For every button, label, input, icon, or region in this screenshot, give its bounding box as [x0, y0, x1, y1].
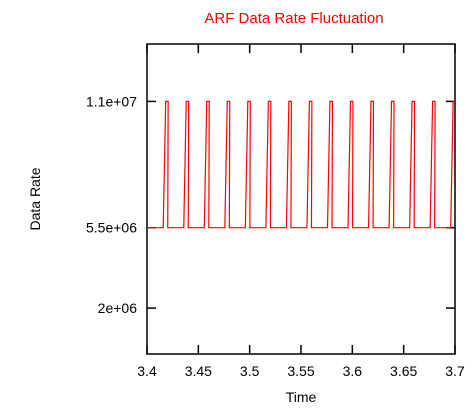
x-tick-label: 3.45	[185, 363, 212, 379]
chart-title: ARF Data Rate Fluctuation	[204, 10, 383, 27]
x-tick-label: 3.55	[287, 363, 314, 379]
ticks-layer	[146, 44, 456, 354]
x-tick-label: 3.5	[240, 363, 260, 379]
y-tick-label: 1.1e+07	[86, 93, 137, 109]
series-layer	[147, 100, 455, 229]
x-axis-label: Time	[286, 389, 317, 405]
series-line	[147, 100, 455, 229]
x-tick-label: 3.4	[137, 363, 157, 379]
plot-frame	[146, 43, 456, 355]
x-tick-label: 3.7	[445, 363, 465, 379]
x-tick-label: 3.65	[390, 363, 417, 379]
tick-labels-layer: 3.4 3.45 3.5 3.55 3.6 3.65 3.7 2e+06 5.5e+06 1.1e…	[86, 93, 465, 379]
y-tick-label: 5.5e+06	[86, 220, 137, 236]
y-axis-label: Data Rate	[27, 167, 43, 230]
x-tick-label: 3.6	[343, 363, 363, 379]
y-tick-label: 2e+06	[98, 300, 138, 316]
